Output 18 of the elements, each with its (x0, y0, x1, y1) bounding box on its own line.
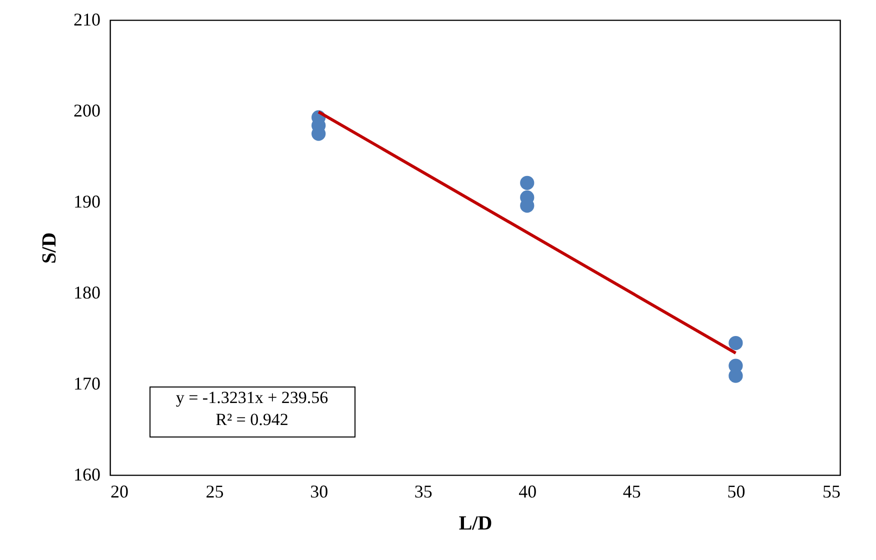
y-tick-label: 210 (74, 10, 100, 30)
x-tick-label: 30 (310, 482, 328, 502)
y-tick-label: 200 (74, 100, 100, 120)
annotation: R² = 0.942 (216, 410, 288, 429)
x-axis-title: L/D (458, 512, 492, 534)
x-tick-label: 55 (822, 482, 840, 502)
y-tick-label: 190 (74, 192, 100, 212)
y-tick-label: 160 (74, 464, 100, 484)
y-tick-label: 170 (74, 374, 100, 394)
x-tick-label: 40 (518, 482, 537, 502)
x-tick-label: 50 (727, 482, 746, 502)
x-tick-label: 20 (110, 482, 128, 502)
x-tick-label: 45 (622, 482, 641, 502)
annotation: y = -1.3231x + 239.56 (176, 388, 328, 407)
x-tick-label: 35 (414, 482, 432, 502)
y-tick-label: 180 (74, 282, 100, 302)
x-tick-label: 25 (206, 482, 224, 502)
y-axis-title: S/D (38, 232, 60, 264)
